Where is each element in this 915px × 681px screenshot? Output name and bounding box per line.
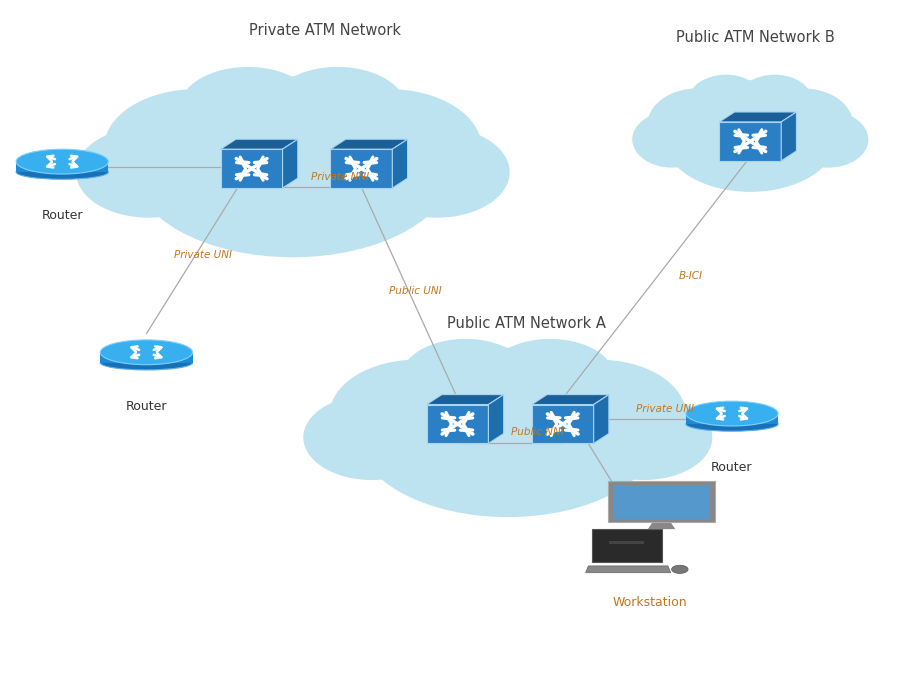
Text: Public NNI: Public NNI xyxy=(511,427,564,437)
Ellipse shape xyxy=(686,401,778,426)
Polygon shape xyxy=(330,139,407,149)
Text: Private UNI: Private UNI xyxy=(636,404,694,413)
Polygon shape xyxy=(719,112,796,122)
Text: Private UNI: Private UNI xyxy=(174,250,231,259)
Polygon shape xyxy=(719,122,781,161)
Ellipse shape xyxy=(365,127,509,217)
Polygon shape xyxy=(648,522,675,529)
Text: Public ATM Network B: Public ATM Network B xyxy=(675,30,834,45)
Ellipse shape xyxy=(486,340,614,417)
Ellipse shape xyxy=(101,355,192,370)
Polygon shape xyxy=(393,139,407,188)
Polygon shape xyxy=(489,394,503,443)
Ellipse shape xyxy=(663,81,837,191)
Polygon shape xyxy=(426,405,489,443)
Text: B-ICI: B-ICI xyxy=(679,271,703,281)
Ellipse shape xyxy=(511,360,685,469)
Ellipse shape xyxy=(16,149,108,174)
Polygon shape xyxy=(283,139,297,188)
Polygon shape xyxy=(686,413,778,424)
Text: Router: Router xyxy=(125,400,167,413)
Polygon shape xyxy=(613,485,710,519)
Ellipse shape xyxy=(752,89,853,160)
Ellipse shape xyxy=(168,155,417,253)
Ellipse shape xyxy=(270,67,405,150)
Polygon shape xyxy=(101,352,192,363)
Ellipse shape xyxy=(330,360,504,469)
Ellipse shape xyxy=(402,340,530,417)
Ellipse shape xyxy=(391,422,625,512)
Text: Router: Router xyxy=(711,461,753,475)
Text: Router: Router xyxy=(41,209,83,223)
Polygon shape xyxy=(532,394,608,405)
Polygon shape xyxy=(586,566,671,573)
Text: Workstation: Workstation xyxy=(612,596,687,609)
Text: Private NNI: Private NNI xyxy=(311,172,370,182)
Ellipse shape xyxy=(180,67,316,150)
Ellipse shape xyxy=(737,76,812,126)
Polygon shape xyxy=(532,405,594,443)
Polygon shape xyxy=(330,149,393,188)
Ellipse shape xyxy=(672,565,688,573)
Ellipse shape xyxy=(648,89,748,160)
Polygon shape xyxy=(781,112,796,161)
Ellipse shape xyxy=(104,90,289,206)
Ellipse shape xyxy=(689,76,763,126)
Polygon shape xyxy=(608,481,715,522)
Polygon shape xyxy=(426,394,503,405)
Ellipse shape xyxy=(16,165,108,179)
Ellipse shape xyxy=(633,112,711,167)
Ellipse shape xyxy=(357,349,659,516)
Ellipse shape xyxy=(790,112,867,167)
Ellipse shape xyxy=(101,340,192,365)
Polygon shape xyxy=(221,149,283,188)
Polygon shape xyxy=(16,161,108,172)
Text: Public ATM Network A: Public ATM Network A xyxy=(447,316,606,331)
Ellipse shape xyxy=(576,396,712,479)
Polygon shape xyxy=(594,394,608,443)
Polygon shape xyxy=(592,529,662,562)
Ellipse shape xyxy=(304,396,440,479)
Ellipse shape xyxy=(686,417,778,431)
Ellipse shape xyxy=(683,129,818,189)
Text: Public UNI: Public UNI xyxy=(389,287,442,296)
Ellipse shape xyxy=(77,127,221,217)
Text: Private ATM Network: Private ATM Network xyxy=(249,23,401,38)
Polygon shape xyxy=(609,541,644,544)
Ellipse shape xyxy=(296,90,481,206)
Ellipse shape xyxy=(133,77,453,257)
Polygon shape xyxy=(221,139,297,149)
